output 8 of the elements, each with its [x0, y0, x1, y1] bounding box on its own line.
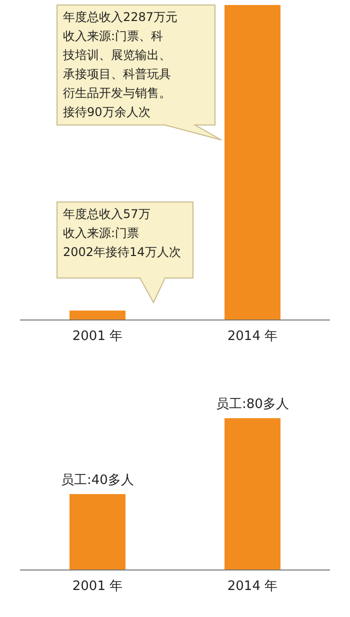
x-tick-label: 2014 年 [227, 579, 278, 594]
x-tick-label: 2001 年 [72, 329, 123, 344]
x-tick-label: 2001 年 [72, 579, 123, 594]
annotation: 年度总收入2287万元收入来源:门票、科技培训、展览输出、承接项目、科普玩具衍生品开发与销售。接待90万余人次 [62, 10, 178, 119]
annotation: 年度总收入57万收入来源:门票2002年接待14万人次 [63, 207, 181, 259]
data-label: 员工:80多人 [216, 397, 289, 412]
data-label: 员工:40多人 [61, 473, 134, 488]
x-tick-label: 2014 年 [227, 329, 278, 344]
